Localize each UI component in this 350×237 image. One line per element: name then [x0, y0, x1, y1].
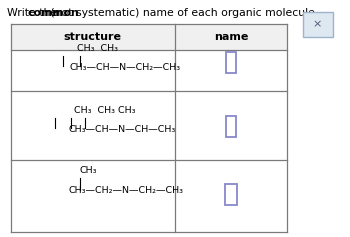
Bar — [303, 12, 332, 37]
Text: CH₃—CH—N—CH₂—CH₃: CH₃—CH—N—CH₂—CH₃ — [70, 63, 181, 72]
Text: common: common — [28, 8, 80, 18]
Bar — [226, 52, 236, 73]
Text: (not systematic) name of each organic molecule.: (not systematic) name of each organic mo… — [47, 8, 318, 18]
Text: ×: × — [313, 19, 322, 29]
Bar — [225, 184, 237, 205]
Text: CH₃: CH₃ — [80, 166, 97, 175]
Bar — [10, 24, 287, 232]
Text: CH₃—CH—N—CH—CH₃: CH₃—CH—N—CH—CH₃ — [68, 125, 175, 134]
Text: name: name — [214, 32, 248, 42]
Text: CH₃—CH₂—N—CH₂—CH₃: CH₃—CH₂—N—CH₂—CH₃ — [68, 186, 183, 195]
Bar — [226, 116, 236, 137]
Text: Write the: Write the — [7, 8, 61, 18]
Text: CH₃  CH₃ CH₃: CH₃ CH₃ CH₃ — [74, 106, 135, 115]
Text: CH₃  CH₃: CH₃ CH₃ — [77, 44, 118, 53]
Bar — [10, 24, 287, 50]
Text: structure: structure — [64, 32, 122, 42]
